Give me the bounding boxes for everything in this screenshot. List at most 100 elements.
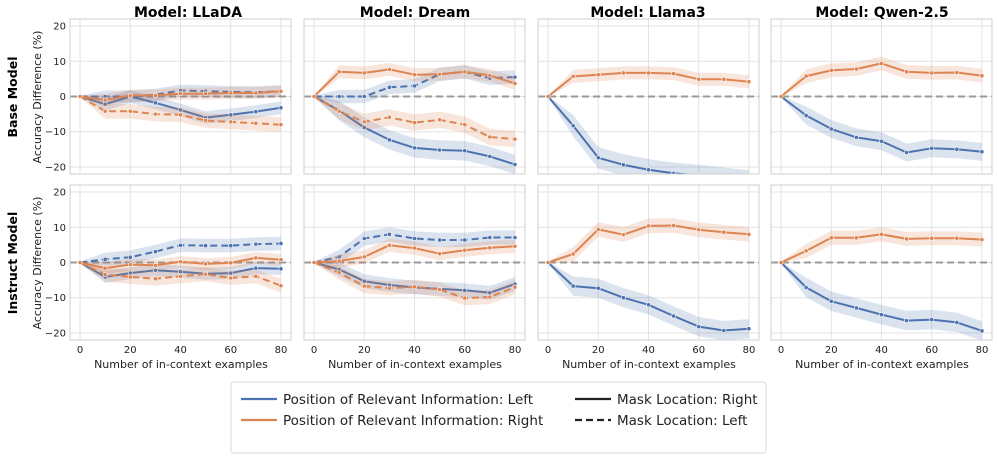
series-left-mask-right-point: [747, 179, 751, 183]
series-left-mask-left-point: [336, 94, 342, 99]
panel-instruct-dream: 0 20 40 60 80: [303, 184, 526, 356]
series-left-mask-right-point: [828, 126, 834, 132]
series-left-mask-left-point: [152, 249, 158, 254]
series-right-mask-right-point: [127, 262, 133, 268]
series-left-mask-right-point: [879, 312, 884, 318]
series-right-mask-right-point: [512, 81, 518, 86]
series-right-mask-right-point: [178, 91, 183, 97]
row-labels: Base Model Instruct Model: [5, 57, 20, 315]
series-left-mask-right-ci-band: [314, 95, 515, 174]
legend-label-mask-left: Mask Location: Left: [617, 413, 747, 429]
y-axis-label-base: Accuracy Difference (%): [31, 31, 44, 164]
series-right-mask-left-point: [228, 119, 234, 125]
plot-frame: [537, 184, 760, 341]
series-right-mask-right-point: [620, 70, 626, 76]
series-left-mask-right-point: [253, 109, 259, 115]
legend-label-mask-right: Mask Location: Right: [617, 392, 758, 408]
x-tick-label: 60: [224, 345, 237, 356]
x-tick-label: 20: [825, 345, 838, 356]
series-left-mask-right-point: [152, 267, 158, 273]
series-right-mask-right-point: [803, 248, 809, 254]
series-left-mask-right-point: [979, 328, 985, 334]
series-left-mask-right-point: [570, 283, 576, 289]
series-right-mask-right-point: [979, 73, 985, 79]
series-right-mask-right-point: [102, 265, 108, 271]
series-right-mask-left-point: [77, 260, 83, 265]
series-right-mask-left-point: [512, 136, 518, 142]
panel-base-llama3: [537, 18, 760, 183]
series-right-mask-right-point: [386, 242, 392, 248]
series-right-mask-right-point: [979, 237, 985, 243]
series-right-mask-left-point: [487, 134, 493, 140]
series-right-mask-right-point: [778, 260, 784, 265]
y-tick-label: 10: [53, 223, 66, 234]
series-right-mask-left-ci-band: [314, 261, 515, 306]
series-group: [77, 84, 284, 132]
series-right-mask-right-point: [696, 227, 702, 233]
series-right-mask-right-ci-band: [314, 238, 515, 268]
series-right-mask-right-point: [828, 235, 834, 241]
x-tick-label: 40: [174, 345, 187, 356]
series-right-mask-right-point: [595, 72, 601, 78]
series-left-mask-right-point: [178, 107, 183, 113]
series-right-mask-right-point: [127, 93, 133, 98]
series-left-mask-left-point: [487, 235, 493, 240]
x-tick-label: 40: [642, 345, 655, 356]
y-tick-label: −20: [45, 328, 66, 339]
series-left-mask-right-point: [853, 134, 859, 140]
x-tick-label: 60: [458, 345, 471, 356]
series-right-mask-right-point: [595, 226, 601, 232]
series-left-mask-left-point: [228, 243, 234, 248]
series-right-mask-right-point: [853, 235, 859, 241]
x-tick-label: 80: [976, 345, 989, 356]
series-left-mask-right-point: [879, 138, 884, 144]
series-right-mask-right-point: [361, 254, 367, 260]
series-right-mask-left-point: [127, 274, 133, 280]
series-group: [778, 227, 985, 340]
series-left-mask-left-point: [127, 254, 133, 260]
y-tick-label: −10: [45, 127, 66, 138]
series-right-mask-right-point: [671, 223, 677, 228]
series-right-mask-right-point: [336, 69, 342, 75]
series-right-mask-right-point: [386, 66, 392, 72]
series-left-mask-left-point: [102, 256, 108, 262]
series-right-mask-left-point: [228, 275, 234, 281]
plot-frame: [537, 18, 760, 175]
series-right-mask-right-point: [954, 235, 960, 241]
series-right-mask-left-point: [152, 276, 158, 282]
series-left-mask-left-line: [313, 233, 515, 264]
series-left-mask-right-point: [803, 113, 809, 118]
series-left-mask-right-point: [178, 269, 183, 275]
series-left-mask-right-point: [671, 313, 677, 319]
series-group: [545, 218, 752, 340]
series-right-mask-right-point: [462, 69, 468, 75]
series-right-mask-left-point: [178, 112, 183, 118]
plot-frame: [303, 18, 526, 175]
x-axis-labels: Number of in-context examples Number of …: [94, 358, 969, 371]
series-group: [778, 56, 985, 162]
series-left-mask-left-point: [361, 94, 367, 99]
series-left-mask-left-point: [361, 236, 367, 241]
series-right-mask-left-point: [203, 118, 209, 123]
x-tick-label: 0: [545, 345, 551, 356]
x-tick-label: 0: [77, 345, 83, 356]
series-left-mask-right-point: [620, 162, 626, 168]
series-left-mask-right-point: [152, 100, 158, 106]
series-right-mask-right-point: [152, 262, 158, 268]
y-tick-label: 20: [53, 188, 66, 199]
series-left-mask-right-point: [228, 112, 234, 118]
series-left-mask-right-point: [722, 176, 726, 180]
column-titles: Model: LLaDA Model: Dream Model: Llama3 …: [134, 5, 949, 21]
series-left-mask-right-point: [253, 265, 259, 271]
series-right-mask-right-point: [671, 71, 677, 77]
series-left-mask-right-point: [361, 125, 367, 130]
series-right-mask-right-point: [412, 72, 417, 78]
panel-instruct-llama3: 0 20 40 60 80: [537, 184, 760, 356]
series-right-mask-left-line: [313, 95, 516, 141]
series-right-mask-right-point: [178, 259, 183, 265]
series-right-mask-left-point: [412, 284, 417, 290]
x-axis-label-llama3: Number of in-context examples: [562, 358, 736, 371]
x-tick-label: 60: [925, 345, 938, 356]
series-left-mask-right-point: [595, 285, 601, 291]
series-right-mask-right-point: [646, 70, 651, 76]
